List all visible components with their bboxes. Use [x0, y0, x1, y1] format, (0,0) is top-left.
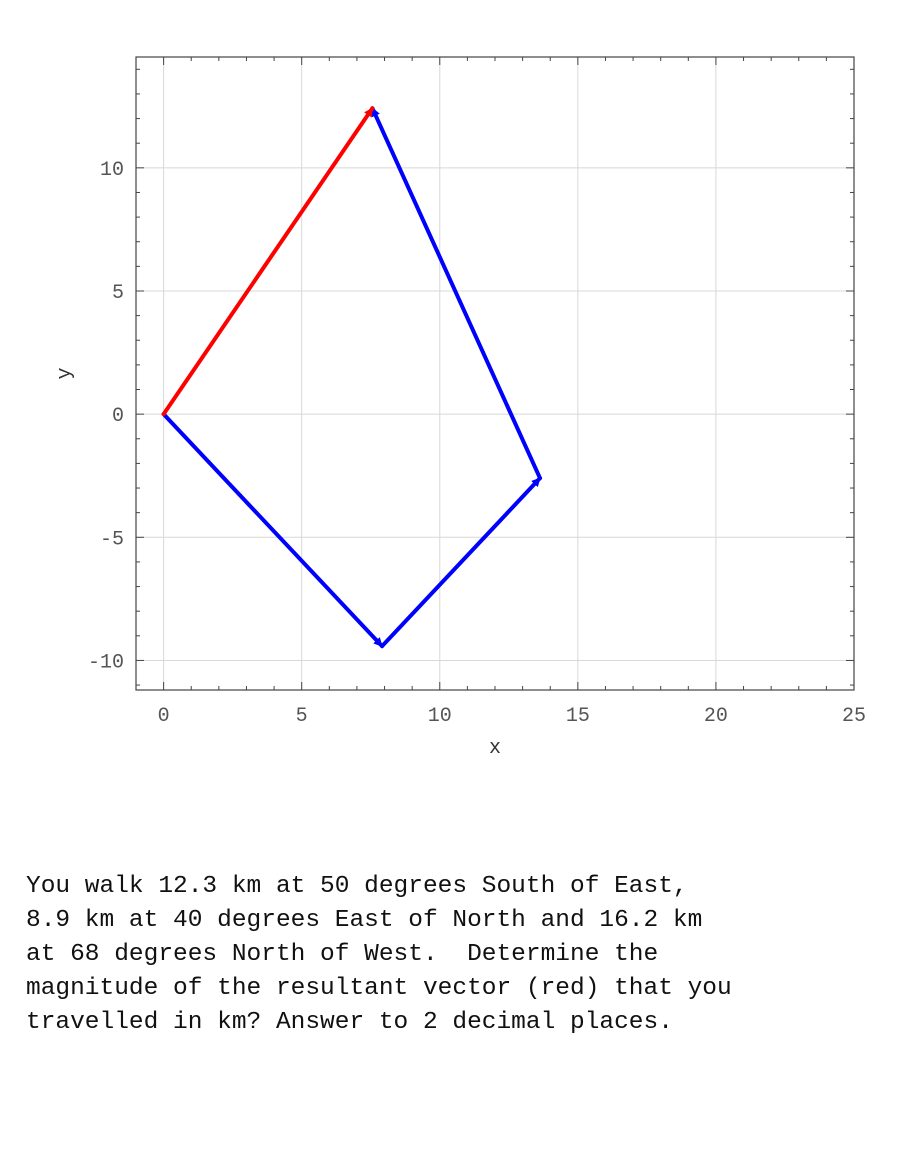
x-tick-label: 10	[428, 705, 452, 728]
question-line: 8.9 km at 40 degrees East of North and 1…	[26, 907, 703, 934]
y-tick-label: 0	[112, 405, 124, 428]
displacement-vector	[370, 106, 543, 481]
x-tick-label: 20	[704, 705, 728, 728]
plot-frame	[135, 56, 855, 691]
x-tick-labels: 0 5 10 15 20 25	[158, 705, 866, 728]
resultant-vector	[161, 106, 375, 417]
displacement-vector	[380, 476, 543, 649]
question-line: You walk 12.3 km at 50 degrees South of …	[26, 873, 688, 900]
x-tick-label: 0	[158, 705, 170, 728]
x-tick-label: 15	[566, 705, 590, 728]
displacement-vector	[161, 412, 385, 649]
question-line: travelled in km? Answer to 2 decimal pla…	[26, 1009, 673, 1036]
question-text: You walk 12.3 km at 50 degrees South of …	[26, 870, 886, 1040]
y-axis-label: y	[54, 367, 77, 379]
y-tick-label: -5	[100, 528, 124, 551]
question-line: magnitude of the resultant vector (red) …	[26, 975, 732, 1002]
vector-chart: 0 5 10 15 20 25 -10 -5 0 5 10 x y	[54, 56, 866, 760]
x-tick-label: 25	[842, 705, 866, 728]
vectors	[161, 106, 543, 649]
axis-ticks	[135, 57, 855, 690]
grid-lines	[136, 57, 855, 690]
x-axis-label: x	[489, 737, 501, 760]
y-tick-label: -10	[88, 651, 124, 674]
x-tick-label: 5	[296, 705, 308, 728]
y-tick-labels: -10 -5 0 5 10	[88, 159, 124, 675]
question-line: at 68 degrees North of West. Determine t…	[26, 941, 659, 968]
y-tick-label: 10	[100, 159, 124, 182]
y-tick-label: 5	[112, 282, 124, 305]
